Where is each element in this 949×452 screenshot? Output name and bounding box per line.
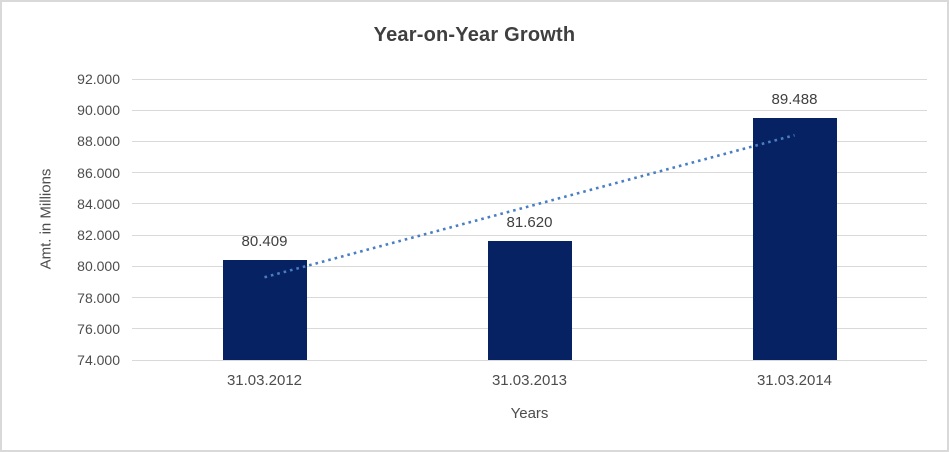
trendline-segment[interactable]: [264, 133, 795, 279]
bar-value-label: 89.488: [771, 91, 818, 109]
y-axis-tick-label: 80.000: [77, 258, 120, 275]
y-axis-tick-label: 84.000: [77, 195, 120, 212]
y-axis-tick-label: 76.000: [77, 320, 120, 337]
y-axis-tick-label: 86.000: [77, 164, 120, 181]
gridline: [132, 109, 927, 111]
x-axis-title: Years: [510, 405, 549, 422]
x-axis-tick-label: 31.03.2013: [491, 372, 568, 389]
gridline: [132, 203, 927, 205]
bar-value-label: 80.409: [241, 232, 288, 250]
y-axis-tick-label: 90.000: [77, 102, 120, 119]
gridline: [132, 78, 927, 80]
x-axis-tick-label: 31.03.2014: [756, 372, 833, 389]
gridline: [132, 359, 927, 361]
bar-value-label: 81.620: [506, 214, 553, 232]
bar[interactable]: [752, 118, 837, 360]
y-axis-tick-label: 82.000: [77, 227, 120, 244]
bar[interactable]: [487, 241, 572, 360]
gridline: [132, 234, 927, 236]
trendline[interactable]: [132, 79, 927, 360]
plot-area: [132, 78, 927, 361]
y-axis-title: Amt. in Millions: [37, 168, 55, 270]
gridline: [132, 140, 927, 142]
y-axis-tick-label: 88.000: [77, 133, 120, 150]
x-axis-tick-label: 31.03.2012: [226, 372, 303, 389]
chart-title: Year-on-Year Growth: [373, 24, 576, 46]
y-axis-tick-label: 92.000: [77, 71, 120, 87]
y-axis-tick-label: 78.000: [77, 289, 120, 306]
gridline: [132, 172, 927, 174]
y-axis-tick-label: 74.000: [77, 352, 120, 368]
